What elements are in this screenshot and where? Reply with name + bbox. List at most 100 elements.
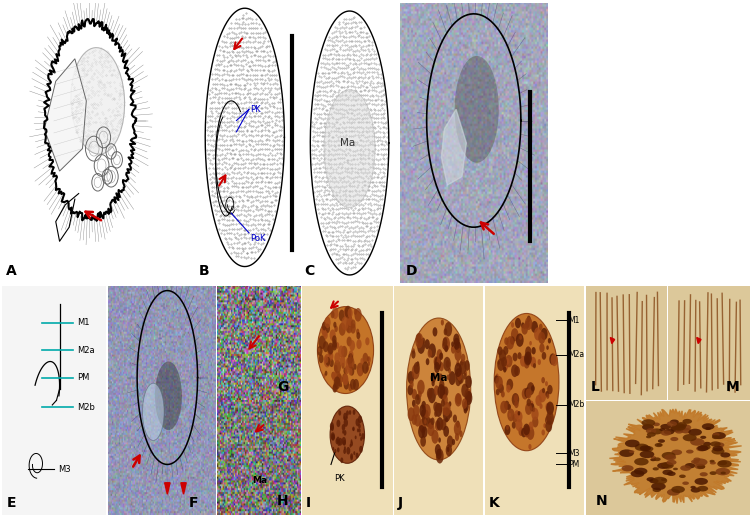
Ellipse shape (408, 407, 414, 421)
Ellipse shape (545, 403, 550, 411)
Ellipse shape (344, 449, 346, 454)
Text: Ma: Ma (252, 476, 267, 485)
Ellipse shape (360, 437, 362, 441)
Ellipse shape (341, 362, 345, 369)
Ellipse shape (533, 363, 536, 368)
Ellipse shape (344, 446, 346, 450)
Ellipse shape (683, 434, 697, 441)
Ellipse shape (528, 422, 534, 430)
Text: PM: PM (77, 373, 90, 382)
Ellipse shape (542, 388, 545, 393)
Ellipse shape (334, 382, 337, 387)
Ellipse shape (346, 320, 353, 333)
Ellipse shape (418, 339, 425, 354)
Ellipse shape (346, 410, 349, 416)
Ellipse shape (337, 439, 341, 446)
Ellipse shape (417, 395, 419, 400)
Ellipse shape (448, 368, 451, 374)
Ellipse shape (532, 417, 538, 427)
Ellipse shape (421, 426, 427, 438)
Ellipse shape (443, 401, 451, 416)
Ellipse shape (659, 428, 665, 431)
Ellipse shape (349, 350, 353, 359)
Ellipse shape (417, 361, 419, 367)
Ellipse shape (696, 446, 707, 451)
Ellipse shape (359, 433, 361, 436)
Ellipse shape (495, 373, 499, 379)
Ellipse shape (421, 436, 426, 447)
Ellipse shape (445, 360, 450, 368)
Text: I: I (306, 496, 311, 510)
Polygon shape (697, 337, 701, 344)
Ellipse shape (331, 435, 334, 439)
Ellipse shape (319, 335, 325, 349)
Text: M3: M3 (59, 464, 71, 474)
Ellipse shape (332, 384, 337, 393)
Ellipse shape (430, 372, 436, 383)
Text: E: E (7, 496, 16, 510)
Ellipse shape (651, 483, 666, 490)
Text: K: K (488, 496, 500, 510)
Ellipse shape (538, 359, 541, 365)
Ellipse shape (433, 356, 439, 367)
Ellipse shape (407, 318, 470, 460)
Ellipse shape (441, 319, 444, 326)
Ellipse shape (424, 419, 427, 424)
Ellipse shape (442, 394, 448, 405)
Ellipse shape (356, 452, 359, 459)
Ellipse shape (511, 328, 519, 341)
Ellipse shape (544, 423, 546, 428)
Ellipse shape (495, 314, 559, 451)
Ellipse shape (653, 423, 660, 426)
Ellipse shape (353, 451, 356, 455)
Ellipse shape (452, 439, 455, 445)
Ellipse shape (676, 422, 687, 428)
Polygon shape (609, 409, 741, 503)
Ellipse shape (322, 326, 328, 337)
Ellipse shape (440, 419, 446, 431)
Ellipse shape (338, 410, 341, 415)
Ellipse shape (667, 421, 677, 426)
Ellipse shape (418, 391, 422, 398)
Ellipse shape (435, 420, 440, 431)
Ellipse shape (507, 404, 511, 410)
Ellipse shape (443, 343, 448, 350)
Ellipse shape (332, 307, 338, 319)
Ellipse shape (464, 360, 470, 371)
Ellipse shape (548, 338, 551, 344)
Ellipse shape (439, 386, 447, 400)
Ellipse shape (442, 337, 448, 347)
Ellipse shape (356, 332, 360, 339)
Ellipse shape (625, 439, 639, 447)
Ellipse shape (455, 393, 462, 407)
Ellipse shape (522, 388, 528, 399)
Ellipse shape (717, 460, 732, 467)
Ellipse shape (451, 345, 455, 354)
Ellipse shape (434, 410, 438, 417)
Ellipse shape (317, 307, 374, 394)
Ellipse shape (527, 382, 535, 395)
Ellipse shape (422, 414, 427, 425)
Ellipse shape (455, 341, 461, 353)
Ellipse shape (332, 341, 337, 350)
Ellipse shape (503, 367, 507, 372)
Ellipse shape (547, 385, 553, 394)
Ellipse shape (362, 353, 368, 363)
Ellipse shape (455, 56, 499, 163)
Ellipse shape (435, 403, 442, 417)
Ellipse shape (710, 441, 721, 447)
Ellipse shape (348, 384, 353, 392)
Ellipse shape (453, 414, 457, 423)
Ellipse shape (504, 400, 510, 410)
Ellipse shape (344, 307, 350, 318)
Ellipse shape (428, 343, 436, 358)
Ellipse shape (416, 333, 421, 343)
Ellipse shape (525, 388, 532, 398)
Ellipse shape (680, 465, 691, 471)
Ellipse shape (702, 423, 714, 430)
Ellipse shape (434, 356, 442, 370)
Ellipse shape (428, 388, 436, 403)
Polygon shape (610, 337, 615, 344)
Ellipse shape (409, 380, 414, 388)
Ellipse shape (673, 467, 678, 470)
